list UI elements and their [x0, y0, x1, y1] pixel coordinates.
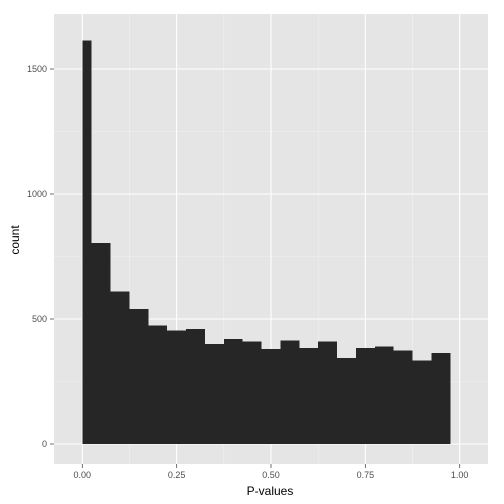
histogram-bar [167, 330, 187, 444]
histogram-bar [299, 347, 319, 444]
histogram-bar [374, 346, 394, 444]
histogram-bars [82, 40, 451, 444]
histogram-bar [412, 360, 432, 444]
histogram-bar [280, 340, 300, 444]
histogram-bar [91, 242, 111, 444]
x-tick-label: 0.25 [168, 470, 186, 480]
x-tick-label: 1.00 [451, 470, 469, 480]
histogram-bar [318, 341, 338, 444]
y-tick-label: 500 [32, 314, 47, 324]
histogram-bar [223, 339, 243, 444]
histogram-bar [337, 357, 356, 444]
x-tick-label: 0.00 [74, 470, 92, 480]
y-axis-ticks: 0 500 1000 1500 [27, 64, 54, 449]
x-axis-title: P-values [247, 484, 294, 498]
x-axis-ticks: 0.00 0.25 0.50 0.75 1.00 [74, 464, 469, 480]
histogram-bar [82, 40, 92, 444]
histogram-bar [355, 347, 375, 444]
histogram-bar [261, 349, 281, 444]
y-axis-title: count [8, 225, 22, 255]
histogram-bar [204, 344, 224, 444]
histogram-bar [129, 309, 149, 444]
histogram-bar [110, 291, 130, 444]
x-tick-label: 0.50 [262, 470, 280, 480]
histogram-bar [431, 352, 451, 444]
y-tick-label: 1000 [27, 189, 47, 199]
histogram-bar [242, 341, 262, 444]
histogram-bar [148, 325, 168, 444]
y-tick-label: 1500 [27, 64, 47, 74]
histogram-bar [186, 329, 205, 444]
x-tick-label: 0.75 [357, 470, 375, 480]
y-tick-label: 0 [42, 439, 47, 449]
histogram-bar [393, 350, 413, 444]
